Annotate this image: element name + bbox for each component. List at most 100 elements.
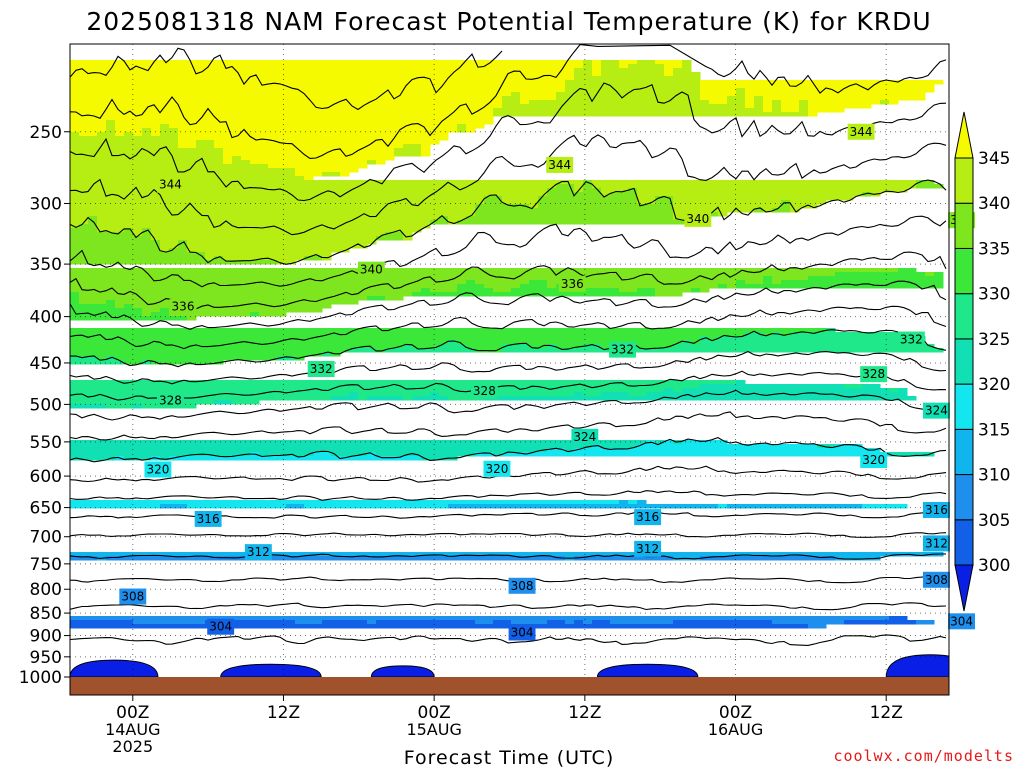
theta-band-cell <box>448 504 719 509</box>
theta-band-cell <box>934 272 944 277</box>
theta-band-cell <box>457 124 467 129</box>
theta-band-cell <box>70 272 836 277</box>
theta-band-cell <box>133 132 143 137</box>
y-tick-label: 950 <box>30 648 62 668</box>
theta-band-cell <box>70 88 566 93</box>
theta-band-cell <box>502 344 530 349</box>
theta-band-cell <box>259 452 314 457</box>
theta-band-cell <box>673 388 683 393</box>
contour-label-bg <box>357 261 385 278</box>
theta-band-cell <box>475 204 530 209</box>
y-tick-label: 700 <box>30 528 62 548</box>
theta-band-cell <box>304 176 314 181</box>
theta-band-cell <box>772 280 782 285</box>
theta-band-cell <box>70 100 503 105</box>
theta-band-cell <box>79 224 98 229</box>
theta-band-cell <box>277 356 296 361</box>
theta-band-cell <box>70 132 80 137</box>
theta-band-cell <box>367 620 377 625</box>
theta-band-cell <box>799 108 809 113</box>
theta-band-cell <box>493 112 809 117</box>
theta-band-cell <box>502 200 539 205</box>
theta-band-cell <box>70 232 134 237</box>
theta-band-cell <box>520 100 530 105</box>
theta-band-cell <box>88 220 98 225</box>
theta-band-cell <box>70 92 512 97</box>
theta-band-cell <box>133 232 143 237</box>
theta-band-cell <box>763 96 926 101</box>
theta-band-cell <box>628 500 638 505</box>
x-tick-label: 15AUG <box>406 720 461 739</box>
theta-band-cell <box>808 108 845 113</box>
theta-band-cell <box>583 344 602 349</box>
theta-band-cell <box>70 128 107 133</box>
theta-band-cell <box>142 132 152 137</box>
theta-band-cell <box>493 288 512 293</box>
x-tick-label: 00Z <box>116 703 149 723</box>
theta-band-cell <box>70 140 179 145</box>
theta-band-cell <box>655 440 665 445</box>
contour-label-bg <box>483 460 511 477</box>
theta-band-cell <box>169 312 251 317</box>
theta-band-cell <box>547 192 602 197</box>
contour-line-312 <box>70 532 947 538</box>
theta-band-cell <box>448 216 467 221</box>
theta-band-cell <box>142 232 152 237</box>
theta-band-cell <box>196 144 215 149</box>
theta-band-cell <box>781 100 800 105</box>
y-tick-label: 300 <box>30 194 62 214</box>
theta-band-cell <box>124 456 152 461</box>
theta-band-cell <box>637 60 656 65</box>
theta-band-cell <box>502 452 890 457</box>
theta-band-cell <box>115 300 359 305</box>
theta-band-cell <box>718 336 926 341</box>
theta-band-cell <box>637 196 656 201</box>
theta-band-cell <box>745 88 935 93</box>
theta-band-cell <box>304 504 449 509</box>
theta-band-cell <box>70 360 125 365</box>
theta-band-cell <box>457 220 692 225</box>
theta-band-cell <box>493 452 503 457</box>
theta-band-cell <box>772 100 782 105</box>
theta-band-cell <box>70 344 404 349</box>
contour-label-bg <box>922 535 950 552</box>
theta-band-cell <box>178 136 449 141</box>
theta-band-cell <box>520 92 557 97</box>
theta-band-cell <box>70 172 296 177</box>
colorbar-segment <box>954 157 974 204</box>
theta-band-cell <box>70 184 557 189</box>
theta-band-cell <box>151 228 422 233</box>
contour-label: 320 <box>862 453 885 467</box>
colorbar-tick-label: 320 <box>978 375 1010 395</box>
theta-band-cell <box>916 620 935 625</box>
theta-band-cell <box>79 300 107 305</box>
theta-band-cell <box>223 156 233 161</box>
cold-pool <box>70 659 159 677</box>
theta-band-cell <box>745 104 755 109</box>
contour-label: 344 <box>548 158 571 172</box>
theta-band-cell <box>70 116 494 121</box>
theta-band-cell <box>781 280 944 285</box>
contour-line-310 <box>70 553 947 560</box>
theta-band-cell <box>745 332 764 337</box>
theta-band-cell <box>709 336 719 341</box>
theta-band-cell <box>727 504 863 509</box>
filled-contour-bands <box>70 60 944 629</box>
x-tick-label: 14AUG <box>105 720 160 739</box>
theta-band-cell <box>70 124 107 129</box>
theta-band-cell <box>70 240 161 245</box>
y-tick-label: 250 <box>30 123 62 143</box>
theta-band-cell <box>70 160 224 165</box>
theta-band-cell <box>484 284 521 289</box>
theta-band-cell <box>880 100 890 105</box>
theta-band-cell <box>790 200 827 205</box>
x-tick-label: 00Z <box>719 703 752 723</box>
theta-band-cell <box>70 276 764 281</box>
theta-band-cell <box>97 224 431 229</box>
theta-band-cell <box>772 620 845 625</box>
theta-band-cell <box>187 248 350 253</box>
theta-band-cell <box>70 400 215 405</box>
theta-band-cell <box>214 140 440 145</box>
theta-band-cell <box>205 252 332 257</box>
